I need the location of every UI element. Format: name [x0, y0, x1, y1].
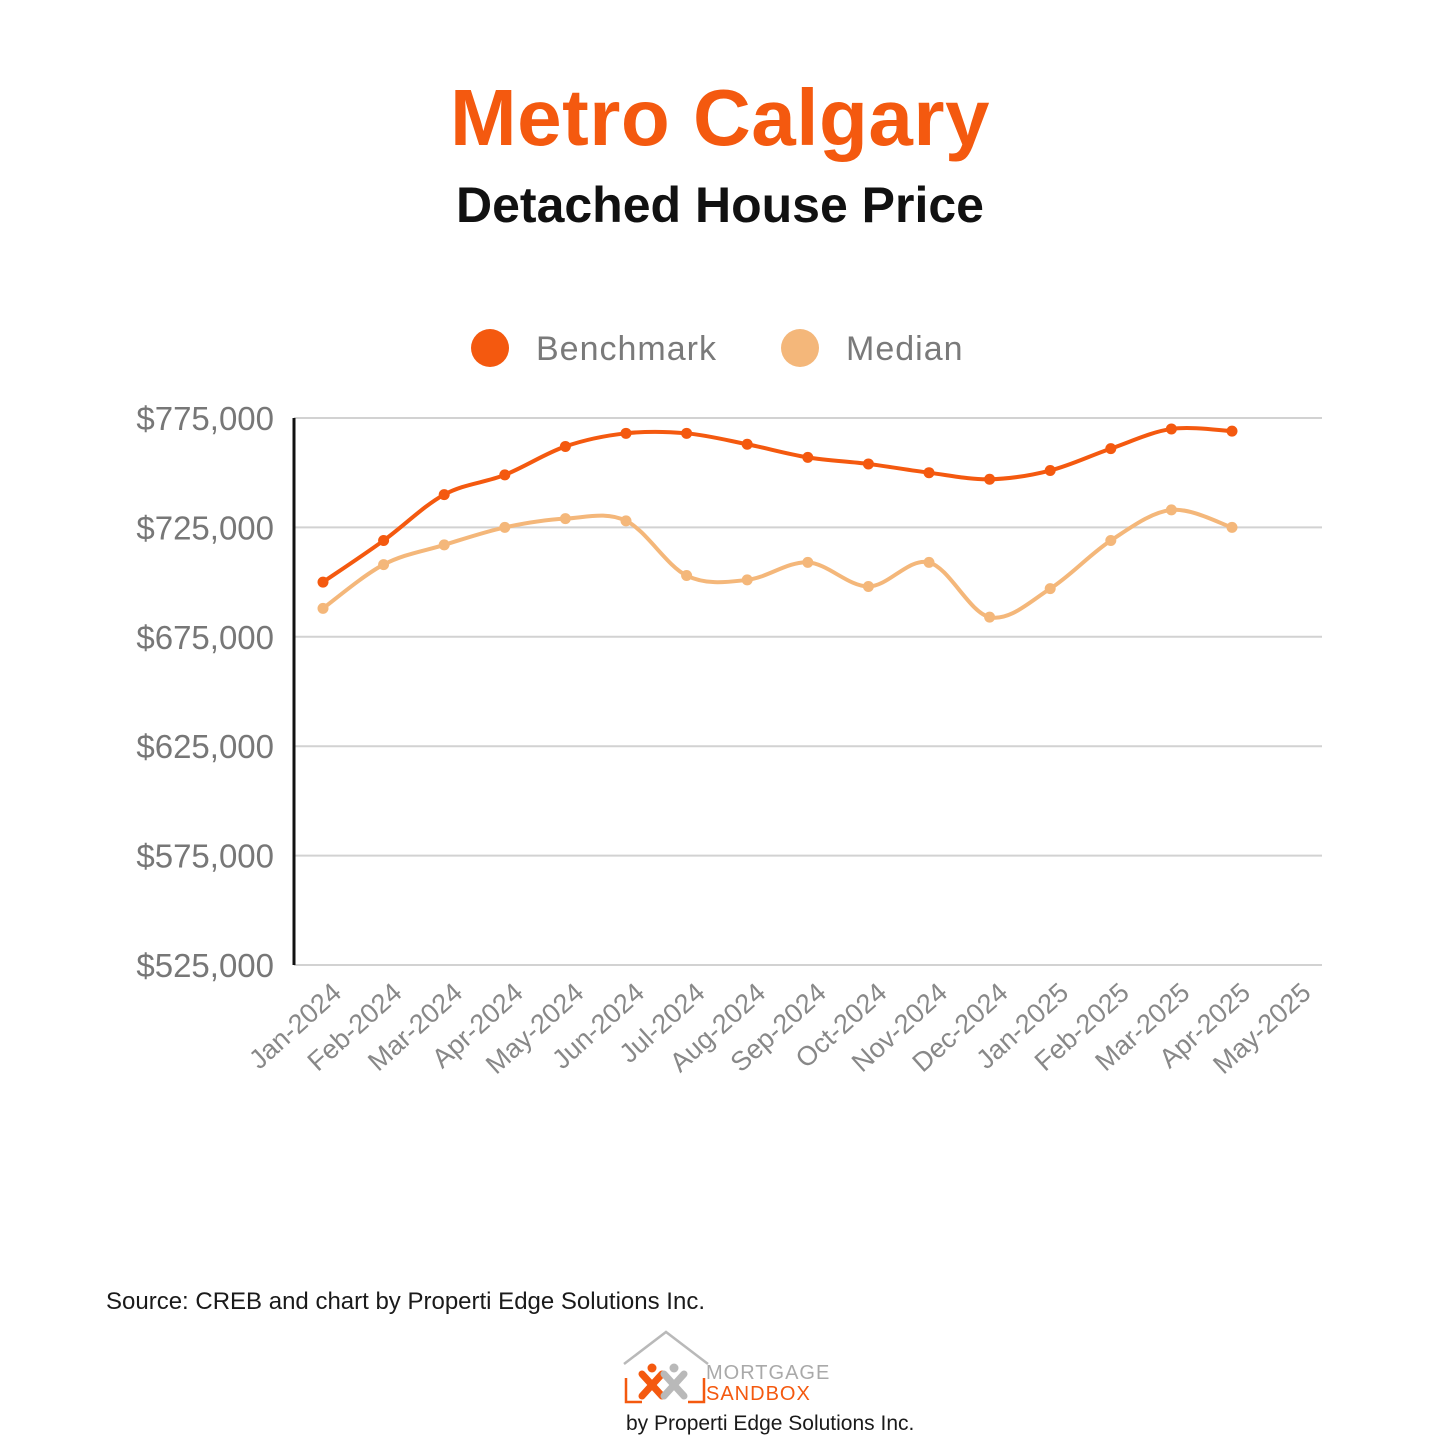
- benchmark-data-point: [1105, 443, 1117, 455]
- median-data-point: [559, 513, 571, 525]
- median-data-point: [984, 611, 996, 623]
- median-data-point: [923, 556, 935, 568]
- source-note: Source: CREB and chart by Properti Edge …: [106, 1288, 705, 1315]
- median-data-point: [741, 574, 753, 586]
- median-data-point: [1044, 583, 1056, 595]
- benchmark-data-point: [620, 427, 632, 439]
- benchmark-data-point: [1165, 423, 1177, 435]
- benchmark-data-point: [438, 489, 450, 501]
- benchmark-data-point: [802, 451, 814, 463]
- logo-word-sandbox: SANDBOX: [706, 1383, 811, 1405]
- median-data-point: [1105, 535, 1117, 547]
- median-data-point: [317, 602, 329, 614]
- y-tick-label: $775,000: [136, 400, 274, 437]
- median-data-point: [620, 515, 632, 527]
- benchmark-data-point: [984, 473, 996, 485]
- median-data-point: [1165, 504, 1177, 516]
- benchmark-data-point: [1044, 465, 1056, 477]
- median-data-point: [499, 521, 511, 533]
- benchmark-data-point: [499, 469, 511, 481]
- legend-median-label: Median: [846, 330, 964, 368]
- legend-benchmark-label: Benchmark: [536, 330, 717, 368]
- benchmark-data-point: [862, 458, 874, 470]
- benchmark-data-point: [741, 438, 753, 450]
- benchmark-data-point: [681, 427, 693, 439]
- benchmark-data-point: [1226, 425, 1238, 437]
- legend-median-marker: [781, 329, 819, 367]
- house-logo-icon: [623, 1330, 709, 1404]
- benchmark-data-point: [923, 467, 935, 479]
- logo-byline: by Properti Edge Solutions Inc.: [626, 1412, 915, 1435]
- median-data-point: [1226, 521, 1238, 533]
- y-tick-label: $675,000: [136, 619, 274, 656]
- benchmark-data-point: [378, 535, 390, 547]
- median-data-point: [681, 570, 693, 582]
- y-tick-label: $575,000: [136, 838, 274, 875]
- median-data-point: [802, 556, 814, 568]
- chart-title: Metro Calgary: [450, 73, 990, 162]
- benchmark-data-point: [559, 440, 571, 452]
- median-data-point: [862, 580, 874, 592]
- legend-benchmark-marker: [471, 329, 509, 367]
- median-data-point: [378, 559, 390, 571]
- benchmark-data-point: [317, 576, 329, 588]
- mortgage-sandbox-logo: MORTGAGE SANDBOX by Properti Edge Soluti…: [620, 1328, 914, 1438]
- benchmark-series-line: [321, 426, 1234, 585]
- chart-subtitle: Detached House Price: [456, 177, 984, 233]
- y-tick-label: $525,000: [136, 947, 274, 984]
- logo-word-mortgage: MORTGAGE: [706, 1362, 831, 1384]
- y-tick-label: $725,000: [136, 509, 274, 546]
- median-series-line: [321, 507, 1234, 620]
- median-data-point: [438, 539, 450, 551]
- y-tick-label: $625,000: [136, 728, 274, 765]
